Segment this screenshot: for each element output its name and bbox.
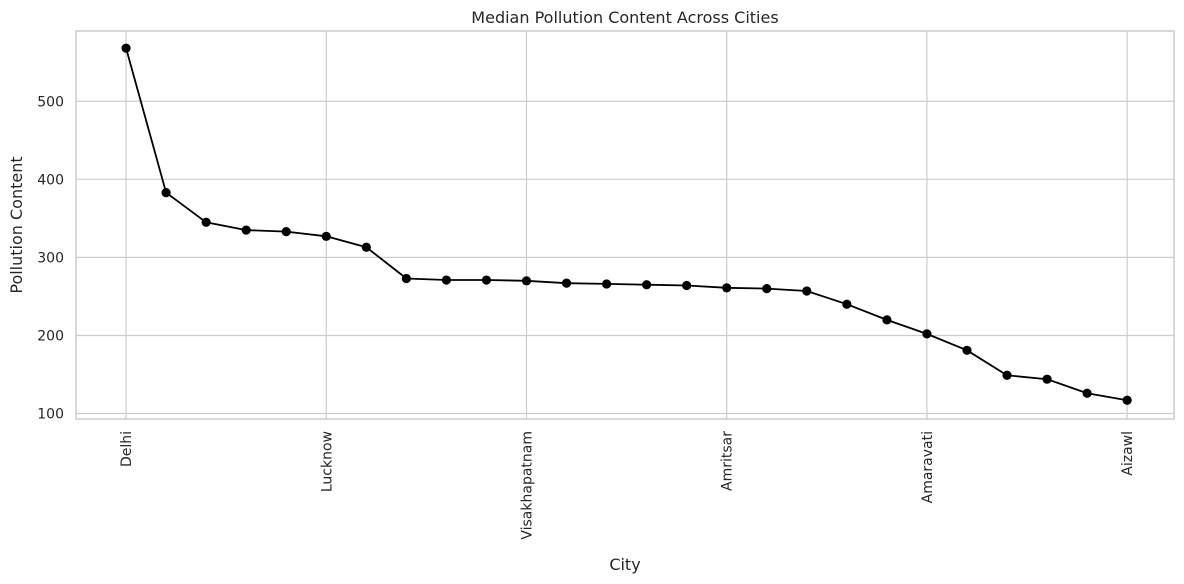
y-tick-label: 200 bbox=[37, 328, 64, 344]
data-point bbox=[1082, 388, 1092, 398]
series-pollution bbox=[121, 43, 1132, 405]
data-point bbox=[561, 278, 572, 288]
y-tick-label: 500 bbox=[37, 94, 64, 110]
data-point bbox=[1042, 374, 1052, 384]
data-point bbox=[762, 284, 772, 294]
data-point bbox=[842, 299, 852, 309]
x-tick-label: Amritsar bbox=[720, 431, 736, 491]
data-point bbox=[121, 43, 131, 53]
data-point bbox=[722, 283, 732, 293]
data-point bbox=[401, 273, 411, 284]
data-point bbox=[642, 280, 652, 290]
y-axis-title: Pollution Content bbox=[7, 156, 26, 293]
x-tick-label: Amaravati bbox=[920, 431, 936, 503]
data-point bbox=[1122, 395, 1132, 405]
y-tick-label: 100 bbox=[37, 407, 64, 423]
x-tick-label: Aizawl bbox=[1120, 431, 1136, 476]
data-point bbox=[802, 286, 812, 296]
data-point bbox=[241, 225, 251, 235]
data-point bbox=[441, 275, 452, 285]
data-point bbox=[521, 276, 532, 286]
data-point bbox=[321, 231, 331, 241]
x-axis-ticks: Delhi Lucknow Visakhapatnam Amritsar Amarava… bbox=[119, 431, 1136, 540]
data-point bbox=[601, 279, 612, 289]
y-tick-label: 400 bbox=[37, 172, 64, 188]
y-tick-label: 300 bbox=[37, 250, 64, 266]
chart-title: Median Pollution Content Across Cities bbox=[471, 8, 778, 27]
x-tick-label: Visakhapatnam bbox=[519, 431, 535, 540]
x-axis-title: City bbox=[609, 555, 640, 574]
x-tick-label: Delhi bbox=[119, 431, 135, 467]
data-point bbox=[201, 217, 211, 227]
data-point bbox=[361, 242, 371, 252]
data-point bbox=[481, 275, 492, 285]
data-point bbox=[161, 188, 171, 198]
data-point bbox=[922, 329, 932, 339]
series-line bbox=[125, 47, 1128, 402]
grid-lines bbox=[76, 31, 1174, 419]
data-point bbox=[962, 345, 972, 355]
y-axis-ticks: 100 200 300 400 500 bbox=[37, 94, 64, 422]
data-point bbox=[882, 315, 892, 325]
x-tick-label: Lucknow bbox=[319, 431, 335, 492]
data-point bbox=[281, 227, 291, 237]
plot-frame bbox=[75, 30, 1175, 420]
data-point bbox=[682, 280, 692, 291]
data-point bbox=[1002, 370, 1012, 380]
